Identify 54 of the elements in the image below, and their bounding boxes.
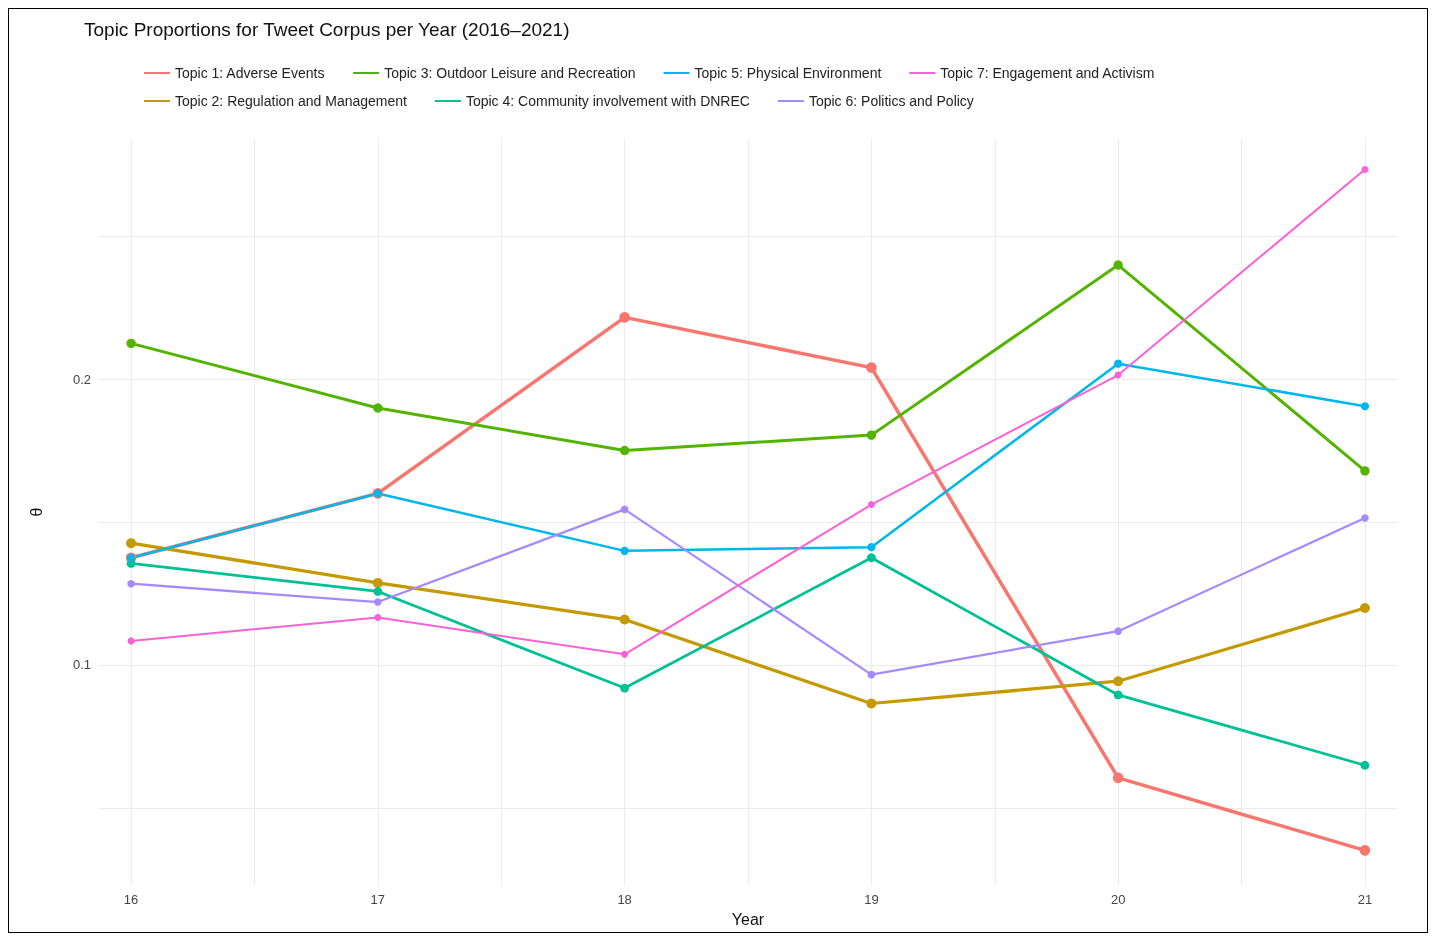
point [1113,690,1123,700]
x-tick-label: 21 [1357,892,1373,907]
x-tick-label: 20 [1110,892,1126,907]
point [620,505,629,514]
point [620,683,630,693]
point [374,613,382,621]
point [1112,772,1124,784]
legend-label: Topic 2: Regulation and Management [175,93,408,109]
point [867,670,876,679]
x-tick-label: 19 [864,892,879,907]
point [866,553,876,563]
point [619,614,630,625]
point [126,538,137,549]
point [1361,166,1369,174]
point [1113,676,1124,687]
point [373,587,383,596]
point [1359,603,1370,614]
legend-label: Topic 7: Engagement and Activism [940,65,1155,81]
point [1359,845,1371,856]
y-tick-label: 0.1 [72,657,91,673]
point [620,546,629,555]
point [619,445,630,456]
point [1360,402,1370,411]
point [126,338,136,349]
point [866,362,877,373]
legend-label: Topic 3: Outdoor Leisure and Recreation [384,65,636,81]
point [374,598,382,606]
point [866,698,877,709]
point [1360,466,1370,476]
legend-label: Topic 1: Adverse Events [175,65,325,81]
point [867,543,876,552]
point [867,501,875,509]
x-axis-title: Year [731,910,765,928]
point [1114,359,1123,368]
y-tick-label: 0.2 [72,371,91,387]
point [127,579,135,588]
point [1114,627,1122,635]
point [621,650,629,658]
point [1361,514,1369,522]
legend-label: Topic 4: Community involvement with DNREC [465,93,750,109]
point [866,430,877,440]
point [373,403,383,413]
y-axis-title: θ [27,507,45,517]
x-tick-label: 17 [370,892,386,907]
point [1360,760,1370,770]
point [619,312,630,323]
point [372,577,383,588]
point [1113,260,1123,270]
x-tick-label: 16 [123,892,139,907]
legend-label: Topic 6: Politics and Policy [808,93,974,109]
x-tick-label: 18 [617,892,632,907]
chart-title: Topic Proportions for Tweet Corpus per Year (2016–2021) [84,19,570,40]
point [1114,371,1122,379]
legend-label: Topic 5: Physical Environment [694,65,882,81]
